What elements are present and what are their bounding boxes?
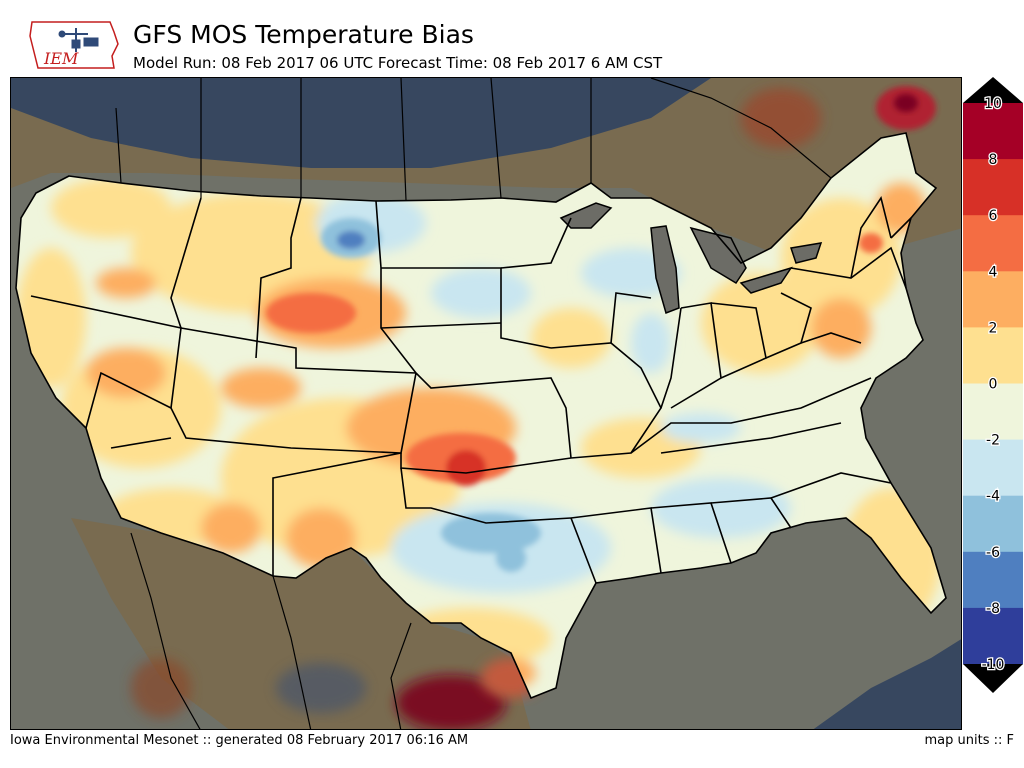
legend-tick-label: -10 bbox=[982, 657, 1005, 673]
southeast-cap bbox=[813, 639, 961, 729]
credit-text: Iowa Environmental Mesonet :: generated … bbox=[10, 733, 469, 748]
legend-over-triangle bbox=[963, 77, 1023, 103]
units-text: map units :: F bbox=[924, 733, 1014, 748]
color-legend: 10 8 6 4 2 0 -2 -4 -6 -8 -10 bbox=[960, 76, 1024, 694]
legend-swatch bbox=[963, 327, 1023, 384]
north-cap bbox=[11, 78, 711, 168]
legend-tick-label: 2 bbox=[989, 320, 998, 336]
legend-tick-label: -2 bbox=[986, 433, 1000, 449]
legend-tick-label: 10 bbox=[984, 96, 1002, 112]
chart-title: GFS MOS Temperature Bias bbox=[133, 20, 474, 49]
legend-swatch bbox=[963, 215, 1023, 272]
iem-logo: IEM bbox=[26, 16, 120, 76]
legend-swatch bbox=[963, 551, 1023, 609]
legend-swatch bbox=[963, 159, 1023, 216]
legend-tick-label: -4 bbox=[986, 489, 1000, 505]
weather-station-icon bbox=[58, 28, 99, 52]
temperature-bias-map bbox=[10, 77, 962, 730]
legend-tick-label: 6 bbox=[989, 208, 998, 224]
legend-swatch bbox=[963, 495, 1023, 553]
logo-text: IEM bbox=[43, 49, 79, 68]
state-borders bbox=[15, 132, 947, 700]
legend-swatch bbox=[963, 271, 1023, 328]
legend-tick-label: 8 bbox=[989, 152, 998, 168]
legend-under-triangle bbox=[963, 664, 1023, 693]
chart-subtitle: Model Run: 08 Feb 2017 06 UTC Forecast T… bbox=[133, 54, 663, 72]
great-lakes bbox=[559, 202, 823, 314]
country-borders bbox=[115, 78, 832, 729]
legend-tick-label: 0 bbox=[989, 377, 998, 393]
legend-swatch bbox=[963, 103, 1023, 160]
legend-swatch bbox=[963, 383, 1023, 441]
legend-swatch bbox=[963, 607, 1023, 665]
legend-tick-label: -8 bbox=[986, 601, 1000, 617]
legend-tick-label: 4 bbox=[989, 264, 998, 280]
legend-swatch bbox=[963, 439, 1023, 497]
legend-tick-label: -6 bbox=[986, 545, 1000, 561]
